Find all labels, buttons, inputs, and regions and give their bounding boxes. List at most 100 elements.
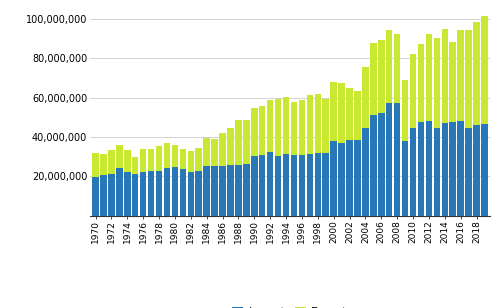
- Bar: [227, 128, 234, 165]
- Bar: [267, 152, 274, 216]
- Bar: [434, 38, 440, 128]
- Bar: [338, 143, 345, 216]
- Bar: [180, 149, 186, 169]
- Bar: [251, 156, 258, 216]
- Bar: [283, 97, 290, 154]
- Bar: [227, 165, 234, 216]
- Bar: [474, 125, 480, 216]
- Bar: [124, 172, 130, 216]
- Bar: [235, 120, 242, 164]
- Bar: [354, 91, 360, 140]
- Bar: [474, 22, 480, 125]
- Bar: [140, 149, 146, 172]
- Bar: [212, 139, 218, 166]
- Bar: [298, 100, 305, 155]
- Bar: [314, 94, 321, 153]
- Bar: [290, 155, 297, 216]
- Bar: [196, 148, 202, 171]
- Bar: [458, 30, 464, 121]
- Bar: [243, 120, 250, 164]
- Bar: [220, 133, 226, 166]
- Bar: [330, 141, 337, 216]
- Bar: [283, 154, 290, 216]
- Bar: [172, 168, 178, 216]
- Bar: [100, 154, 106, 175]
- Bar: [314, 153, 321, 216]
- Bar: [338, 83, 345, 143]
- Bar: [267, 100, 274, 152]
- Bar: [306, 154, 313, 216]
- Bar: [450, 42, 456, 122]
- Bar: [220, 166, 226, 216]
- Bar: [156, 146, 162, 171]
- Bar: [124, 150, 130, 172]
- Bar: [259, 155, 266, 216]
- Bar: [92, 177, 99, 216]
- Bar: [322, 99, 329, 153]
- Bar: [402, 80, 408, 141]
- Bar: [370, 116, 376, 216]
- Bar: [156, 171, 162, 216]
- Bar: [458, 121, 464, 216]
- Bar: [164, 143, 170, 168]
- Bar: [259, 106, 266, 155]
- Bar: [204, 166, 210, 216]
- Bar: [410, 55, 416, 128]
- Bar: [434, 128, 440, 216]
- Bar: [426, 34, 432, 121]
- Bar: [116, 145, 122, 168]
- Bar: [378, 40, 384, 113]
- Bar: [298, 155, 305, 216]
- Bar: [116, 168, 122, 216]
- Bar: [180, 169, 186, 216]
- Bar: [172, 145, 178, 168]
- Bar: [354, 140, 360, 216]
- Bar: [394, 103, 400, 216]
- Bar: [418, 44, 424, 122]
- Bar: [418, 122, 424, 216]
- Bar: [306, 95, 313, 154]
- Legend: Import, Export: Import, Export: [232, 307, 347, 308]
- Bar: [466, 128, 472, 216]
- Bar: [235, 164, 242, 216]
- Bar: [442, 29, 448, 123]
- Bar: [386, 103, 392, 216]
- Bar: [410, 128, 416, 216]
- Bar: [251, 108, 258, 156]
- Bar: [394, 34, 400, 103]
- Bar: [386, 30, 392, 103]
- Bar: [275, 156, 281, 216]
- Bar: [140, 172, 146, 216]
- Bar: [108, 150, 114, 174]
- Bar: [290, 102, 297, 155]
- Bar: [148, 149, 154, 171]
- Bar: [108, 174, 114, 216]
- Bar: [92, 153, 99, 177]
- Bar: [322, 153, 329, 216]
- Bar: [330, 82, 337, 141]
- Bar: [346, 140, 353, 216]
- Bar: [132, 174, 138, 216]
- Bar: [450, 122, 456, 216]
- Bar: [370, 43, 376, 116]
- Bar: [188, 151, 194, 172]
- Bar: [362, 67, 368, 128]
- Bar: [442, 123, 448, 216]
- Bar: [100, 175, 106, 216]
- Bar: [148, 171, 154, 216]
- Bar: [164, 168, 170, 216]
- Bar: [212, 166, 218, 216]
- Bar: [466, 30, 472, 128]
- Bar: [378, 113, 384, 216]
- Bar: [196, 171, 202, 216]
- Bar: [481, 124, 488, 216]
- Bar: [188, 172, 194, 216]
- Bar: [346, 88, 353, 140]
- Bar: [426, 121, 432, 216]
- Bar: [204, 138, 210, 166]
- Bar: [243, 164, 250, 216]
- Bar: [275, 99, 281, 156]
- Bar: [402, 141, 408, 216]
- Bar: [481, 16, 488, 124]
- Bar: [132, 157, 138, 174]
